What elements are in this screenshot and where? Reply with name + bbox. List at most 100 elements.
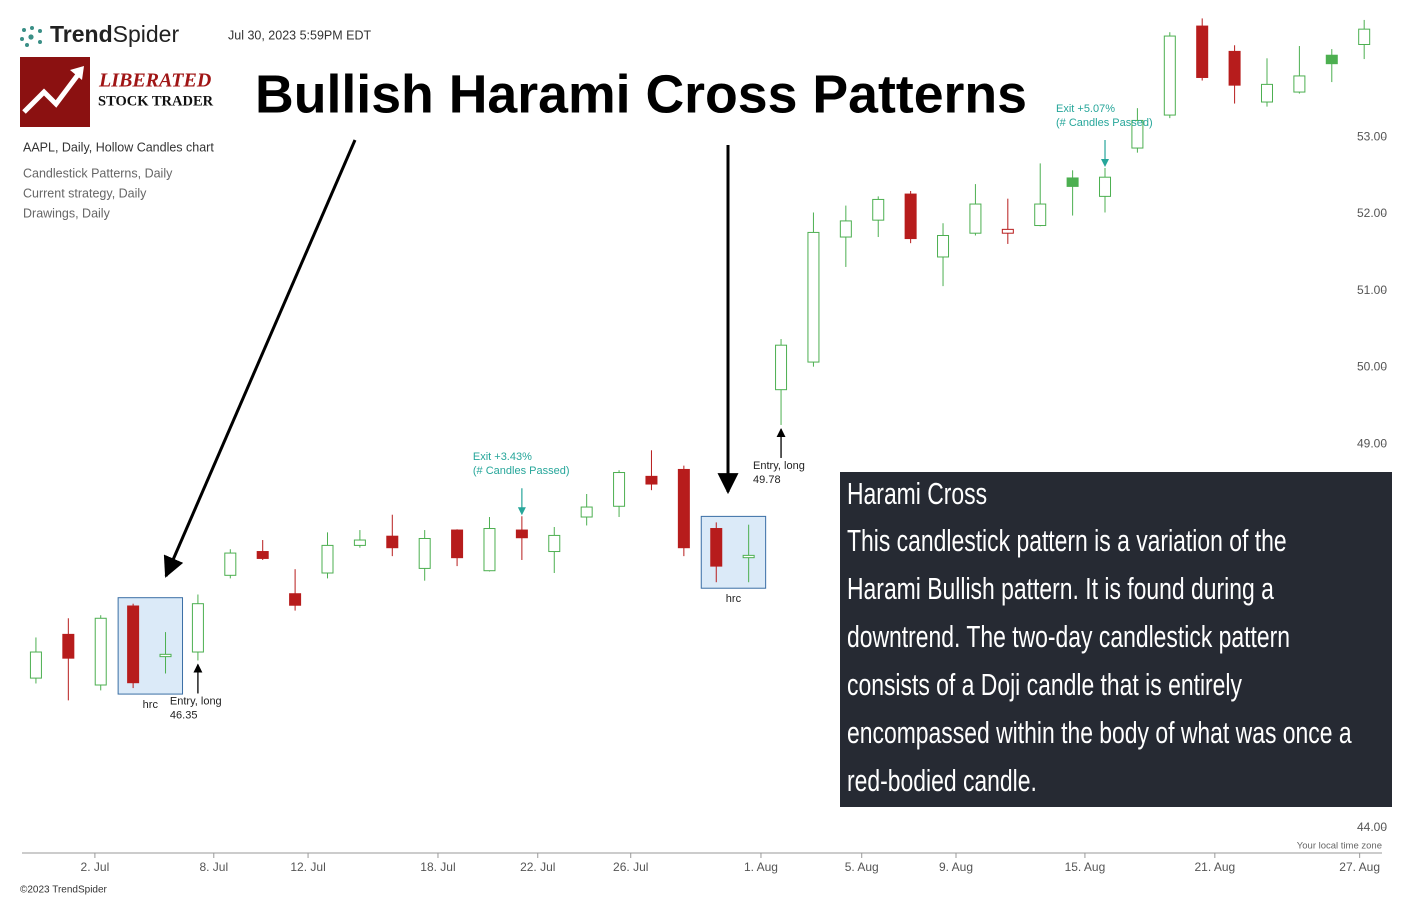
entry-label: Entry, long bbox=[753, 460, 805, 472]
candle-body bbox=[677, 468, 690, 549]
copyright: ©2023 TrendSpider bbox=[20, 885, 108, 896]
candle-body bbox=[1358, 28, 1371, 45]
candle-body bbox=[62, 633, 75, 659]
candle-body bbox=[353, 539, 366, 546]
x-tick-label: 12. Jul bbox=[290, 860, 325, 874]
candle-body bbox=[580, 506, 593, 518]
legend-line: Drawings, Daily bbox=[23, 206, 111, 220]
logo-arrow bbox=[22, 70, 82, 114]
x-tick-label: 27. Aug bbox=[1339, 860, 1380, 874]
x-tick-label: 5. Aug bbox=[845, 860, 879, 874]
candle-body bbox=[839, 220, 852, 238]
x-tick-label: 18. Jul bbox=[420, 860, 455, 874]
brand-bold: Trend bbox=[50, 21, 113, 47]
y-tick-label: 53.00 bbox=[1357, 129, 1387, 143]
x-tick-label: 15. Aug bbox=[1065, 860, 1106, 874]
brand: TrendSpider bbox=[50, 21, 179, 47]
pointer-arrow bbox=[163, 139, 357, 578]
pattern-label: hrc bbox=[143, 699, 159, 711]
y-tick-label: 52.00 bbox=[1357, 206, 1387, 220]
exit-label: Exit +5.07% bbox=[1056, 103, 1115, 115]
exit-note: (# Candles Passed) bbox=[1056, 117, 1153, 129]
info-line: Harami Bullish pattern. It is found duri… bbox=[847, 571, 1275, 606]
candle-body bbox=[710, 528, 723, 567]
candle-body bbox=[94, 617, 107, 686]
pattern-label: hrc bbox=[726, 593, 742, 605]
candle-body bbox=[1293, 75, 1306, 93]
candle-body bbox=[483, 528, 496, 572]
exit-arrowhead bbox=[517, 507, 526, 516]
candle-body bbox=[937, 234, 950, 258]
x-tick-label: 1. Aug bbox=[744, 860, 778, 874]
x-tick-label: 22. Jul bbox=[520, 860, 555, 874]
legend-line: Current strategy, Daily bbox=[23, 186, 147, 200]
candle-body bbox=[224, 552, 237, 576]
candle-body bbox=[645, 475, 658, 485]
candle-body bbox=[127, 605, 140, 684]
candle-body bbox=[515, 529, 528, 539]
x-tick-label: 2. Jul bbox=[81, 860, 110, 874]
timestamp: Jul 30, 2023 5:59PM EDT bbox=[228, 28, 371, 42]
candle-body bbox=[159, 653, 172, 658]
exit-arrowhead bbox=[1101, 158, 1110, 167]
candle-body bbox=[1196, 25, 1209, 78]
candle-body bbox=[904, 193, 917, 240]
candle-body bbox=[191, 603, 204, 653]
candle-body bbox=[1099, 176, 1112, 197]
candle-body bbox=[1131, 119, 1144, 149]
info-line: encompassed within the body of what was … bbox=[847, 715, 1352, 750]
candle-body bbox=[451, 529, 464, 559]
chart-title: Bullish Harami Cross Patterns bbox=[255, 64, 1027, 124]
info-title: Harami Cross bbox=[847, 476, 987, 511]
x-tick-label: 9. Aug bbox=[939, 860, 973, 874]
brand-light: Spider bbox=[113, 21, 180, 47]
candle-body bbox=[1066, 177, 1079, 187]
entry-price: 46.35 bbox=[170, 709, 198, 721]
entry-label: Entry, long bbox=[170, 695, 222, 707]
info-line: red-bodied candle. bbox=[847, 763, 1037, 798]
candle-body bbox=[1034, 203, 1047, 227]
candle-body bbox=[613, 472, 626, 507]
y-tick-label: 44.00 bbox=[1357, 820, 1387, 834]
candle-body bbox=[969, 203, 982, 234]
candle-body bbox=[1001, 228, 1014, 234]
x-tick-label: 21. Aug bbox=[1194, 860, 1235, 874]
legend-line: Candlestick Patterns, Daily bbox=[23, 166, 173, 180]
info-line: consists of a Doji candle that is entire… bbox=[847, 667, 1242, 702]
x-tick-label: 8. Jul bbox=[199, 860, 228, 874]
exit-note: (# Candles Passed) bbox=[473, 465, 570, 477]
brand-icon bbox=[20, 26, 42, 47]
logo-arrowhead bbox=[70, 66, 84, 80]
candle-body bbox=[1325, 54, 1338, 65]
y-tick-label: 49.00 bbox=[1357, 436, 1387, 450]
candle-body bbox=[289, 593, 302, 606]
logo-bottom: STOCK TRADER bbox=[98, 93, 214, 109]
candle-body bbox=[321, 544, 334, 574]
logo-top: LIBERATED bbox=[98, 70, 211, 92]
entry-price: 49.78 bbox=[753, 474, 781, 486]
x-tick-label: 26. Jul bbox=[613, 860, 648, 874]
plot: 44.00 49.00 50.00 51.00 52.00 53.00 2. Jul 8. J… bbox=[29, 18, 1387, 874]
y-tick-label: 51.00 bbox=[1357, 283, 1387, 297]
candle-body bbox=[872, 198, 885, 221]
exit-label: Exit +3.43% bbox=[473, 451, 532, 463]
candle-body bbox=[386, 535, 399, 549]
info-text: Harami Cross This candlestick pattern is … bbox=[847, 476, 1352, 798]
candle-body bbox=[256, 551, 269, 559]
candle-body bbox=[775, 344, 788, 391]
info-box bbox=[840, 472, 1392, 807]
legend-line: AAPL, Daily, Hollow Candles chart bbox=[23, 140, 214, 154]
candle-body bbox=[418, 537, 431, 569]
candle-body bbox=[29, 651, 42, 679]
y-tick-label: 50.00 bbox=[1357, 360, 1387, 374]
info-line: This candlestick pattern is a variation … bbox=[847, 523, 1287, 558]
timezone: Your local time zone bbox=[1297, 841, 1382, 852]
candle-body bbox=[742, 554, 755, 559]
candle-body bbox=[1163, 35, 1176, 116]
candle-body bbox=[1260, 83, 1273, 103]
candle-body bbox=[1228, 50, 1241, 86]
info-line: downtrend. The two-day candlestick patte… bbox=[847, 619, 1290, 654]
candle-body bbox=[548, 534, 561, 553]
